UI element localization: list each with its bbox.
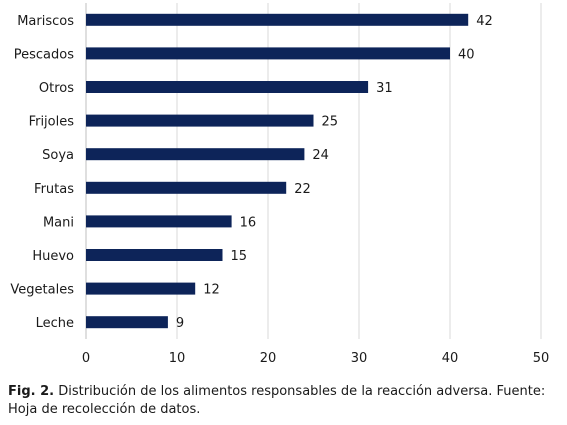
x-tick-label: 30 xyxy=(351,351,368,366)
figure-caption: Fig. 2. Distribución de los alimentos re… xyxy=(8,383,564,419)
bar xyxy=(86,282,196,295)
x-tick-label: 20 xyxy=(260,351,277,366)
bar xyxy=(86,114,314,127)
data-label: 22 xyxy=(294,182,311,197)
data-label: 15 xyxy=(231,249,248,264)
category-label: Soya xyxy=(42,148,74,163)
bar xyxy=(86,148,305,161)
bar xyxy=(86,81,369,93)
category-label: Frijoles xyxy=(29,115,75,130)
category-label: Leche xyxy=(36,316,74,331)
data-label: 16 xyxy=(240,215,257,230)
x-tick-label: 0 xyxy=(82,351,90,366)
data-label: 31 xyxy=(376,81,393,96)
x-tick-label: 50 xyxy=(533,351,550,366)
data-label: 24 xyxy=(312,148,329,163)
caption-text: Distribución de los alimentos responsabl… xyxy=(8,384,546,417)
category-label: Mariscos xyxy=(17,14,74,29)
data-label: 12 xyxy=(203,283,220,298)
caption-label: Fig. 2. xyxy=(8,384,55,399)
bar xyxy=(86,47,450,60)
data-label: 40 xyxy=(458,47,475,62)
category-label: Vegetales xyxy=(10,283,74,298)
bar xyxy=(86,13,469,26)
bar xyxy=(86,316,168,329)
bar xyxy=(86,249,223,261)
category-label: Pescados xyxy=(14,47,74,62)
data-label: 25 xyxy=(322,115,339,130)
category-label: Frutas xyxy=(34,182,74,197)
data-label: 9 xyxy=(176,316,184,331)
bar-chart: 0 10 20 30 40 50 Mariscos 42 Pescados 40 Otros 31 Fr… xyxy=(10,3,550,366)
category-label: Huevo xyxy=(32,249,74,264)
bar xyxy=(86,215,232,228)
bar xyxy=(86,181,287,194)
category-label: Otros xyxy=(39,81,74,96)
category-label: Mani xyxy=(43,215,74,230)
x-tick-label: 10 xyxy=(169,351,186,366)
x-tick-label: 40 xyxy=(442,351,459,366)
data-label: 42 xyxy=(476,14,493,29)
